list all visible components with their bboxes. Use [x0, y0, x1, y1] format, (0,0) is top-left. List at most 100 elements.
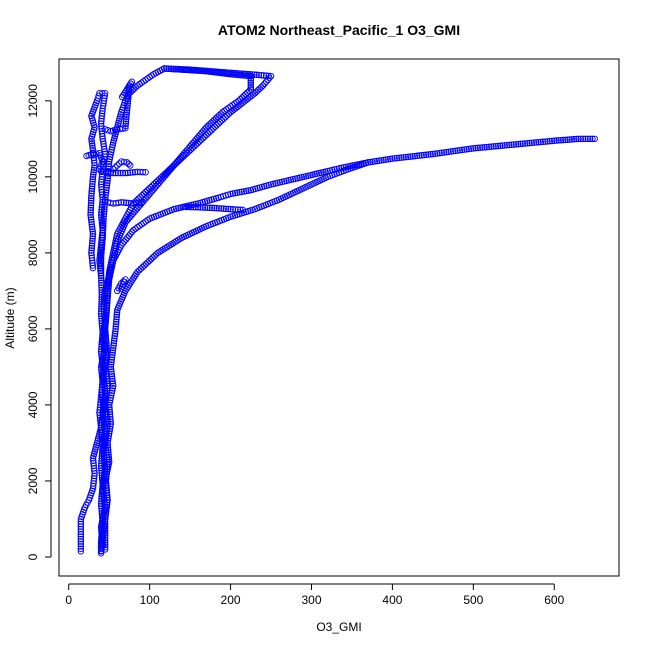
- data-point: [98, 236, 105, 244]
- data-point: [97, 255, 105, 263]
- data-point: [103, 387, 111, 394]
- data-point: [454, 147, 461, 154]
- data-point: [98, 122, 105, 130]
- data-point: [568, 136, 576, 143]
- data-point: [104, 292, 111, 299]
- data-point: [429, 150, 437, 158]
- data-point: [147, 183, 155, 191]
- data-point: [260, 72, 267, 79]
- data-point: [111, 332, 118, 340]
- data-point: [98, 110, 106, 117]
- data-point: [89, 178, 96, 185]
- data-point: [386, 155, 394, 163]
- data-point: [524, 140, 531, 147]
- data-point: [101, 525, 109, 532]
- data-point: [243, 187, 250, 195]
- data-point: [449, 147, 457, 155]
- data-point: [391, 155, 398, 162]
- data-point: [98, 488, 106, 496]
- data-point: [98, 338, 106, 346]
- data-point: [230, 69, 238, 77]
- data-point: [102, 328, 109, 335]
- data-point: [582, 135, 589, 143]
- data-point: [107, 261, 114, 269]
- data-point: [98, 510, 106, 517]
- data-point: [89, 230, 97, 238]
- data-point: [225, 110, 233, 118]
- data-point: [102, 356, 109, 364]
- data-point: [113, 313, 120, 321]
- data-point: [88, 252, 95, 259]
- data-point: [90, 171, 97, 178]
- data-point: [103, 413, 110, 421]
- data-point: [445, 148, 452, 156]
- data-point: [176, 235, 184, 243]
- data-point: [224, 69, 231, 76]
- data-point: [90, 480, 97, 487]
- data-point: [90, 475, 98, 482]
- data-point: [98, 127, 106, 135]
- data-point: [539, 138, 547, 146]
- data-point: [197, 67, 205, 74]
- data-point: [126, 162, 134, 169]
- data-point: [102, 408, 110, 416]
- data-point: [98, 315, 105, 322]
- data-point: [110, 247, 117, 254]
- data-point: [220, 115, 227, 122]
- data-point: [201, 204, 209, 211]
- data-point: [103, 347, 110, 354]
- data-point: [90, 157, 98, 164]
- data-point: [161, 170, 168, 178]
- data-point: [118, 199, 125, 206]
- data-point: [103, 453, 111, 461]
- data-point: [103, 309, 110, 316]
- data-point: [553, 137, 560, 144]
- data-point: [104, 382, 111, 390]
- data-point: [204, 67, 212, 75]
- data-point: [506, 141, 513, 149]
- data-point: [98, 279, 105, 287]
- series-6: [101, 78, 136, 135]
- data-point: [92, 150, 100, 157]
- data-point: [187, 203, 195, 211]
- series-4: [101, 65, 275, 553]
- data-point: [115, 199, 122, 206]
- data-point: [193, 66, 200, 74]
- data-point: [124, 98, 132, 105]
- data-point: [97, 267, 104, 274]
- x-tick-label: 300: [301, 593, 321, 607]
- data-point: [87, 197, 95, 204]
- data-point: [142, 169, 149, 176]
- data-point: [98, 317, 105, 325]
- data-point: [382, 156, 390, 163]
- data-point: [102, 480, 110, 487]
- data-point: [103, 297, 111, 304]
- data-point: [103, 415, 111, 423]
- data-point: [142, 188, 149, 196]
- data-point: [101, 515, 109, 523]
- data-point: [239, 70, 247, 78]
- data-point: [87, 204, 95, 211]
- data-point: [77, 530, 85, 538]
- data-point: [89, 264, 97, 272]
- series-10: [109, 158, 134, 173]
- data-point: [98, 498, 105, 505]
- data-point: [97, 247, 104, 254]
- data-point: [227, 205, 234, 213]
- data-point: [113, 235, 120, 242]
- data-point: [97, 249, 104, 257]
- data-point: [211, 123, 219, 131]
- data-point: [108, 354, 116, 361]
- data-point: [98, 178, 105, 186]
- data-point: [199, 135, 207, 142]
- data-point: [228, 69, 236, 77]
- data-point: [156, 175, 163, 183]
- data-point: [102, 354, 110, 361]
- data-point: [190, 203, 197, 211]
- data-point: [98, 204, 106, 211]
- data-point: [89, 180, 96, 188]
- data-point: [101, 546, 109, 553]
- data-point: [144, 187, 151, 194]
- data-point: [159, 172, 167, 180]
- data-point: [163, 169, 170, 176]
